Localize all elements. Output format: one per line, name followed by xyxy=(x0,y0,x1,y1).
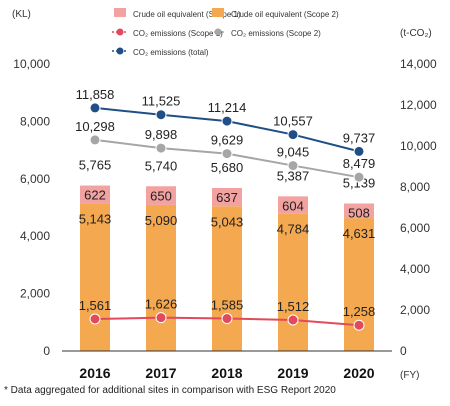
point-co-emissions-scope-2 xyxy=(353,171,365,183)
bar-label-total: 5,740 xyxy=(145,158,178,173)
point-co-emissions-scope-2 xyxy=(89,134,101,146)
legend-swatch-crude-oil-equivalent-scope-1 xyxy=(114,8,126,17)
point-label-co-emissions-scope-1: 1,626 xyxy=(145,297,178,312)
point-co-emissions-scope-1 xyxy=(155,312,167,324)
left-axis-unit: (KL) xyxy=(12,9,31,20)
left-tick-label: 8,000 xyxy=(20,114,50,128)
point-label-co-emissions-scope-2: 9,045 xyxy=(277,145,310,160)
legend-marker-co-emissions-scope-1 xyxy=(116,28,124,36)
legend-label-crude-oil-equivalent-scope-2: Crude oil equivalent (Scope 2) xyxy=(231,10,339,19)
point-label-co-emissions-scope-1: 1,258 xyxy=(343,304,376,319)
point-co-emissions-scope-1 xyxy=(221,313,233,325)
left-tick-label: 2,000 xyxy=(20,287,50,301)
x-category-label: 2019 xyxy=(277,365,308,381)
bar-label-scope1: 604 xyxy=(282,198,304,213)
x-category-label: 2016 xyxy=(79,365,110,381)
left-tick-label: 4,000 xyxy=(20,229,50,243)
right-tick-label: 14,000 xyxy=(400,57,437,71)
right-tick-label: 10,000 xyxy=(400,139,437,153)
bar-label-scope2: 4,784 xyxy=(277,222,310,237)
bar-scope1-2019 xyxy=(278,196,308,214)
bar-label-scope1: 508 xyxy=(348,206,370,221)
bar-scope1-2017 xyxy=(146,186,176,205)
point-co-emissions-scope-2 xyxy=(287,160,299,172)
point-co-emissions-scope-1 xyxy=(353,319,365,331)
point-label-co-emissions-scope-1: 1,561 xyxy=(79,298,112,313)
point-label-co-emissions-scope-1: 1,512 xyxy=(277,299,310,314)
right-tick-label: 2,000 xyxy=(400,303,430,317)
x-category-label: 2018 xyxy=(211,365,242,381)
legend-label-co-emissions-scope-1: CO₂ emissions (Scope 1) xyxy=(133,29,223,38)
point-co-emissions-scope-1 xyxy=(287,314,299,326)
x-axis-unit: (FY) xyxy=(400,370,419,381)
bar-scope2-2016 xyxy=(80,203,110,351)
point-label-co-emissions-total: 11,525 xyxy=(142,94,181,109)
right-tick-label: 6,000 xyxy=(400,221,430,235)
right-tick-label: 4,000 xyxy=(400,262,430,276)
bar-label-scope1: 637 xyxy=(216,190,238,205)
right-tick-label: 0 xyxy=(400,344,407,358)
point-label-co-emissions-scope-2: 9,898 xyxy=(145,127,178,142)
point-label-co-emissions-scope-2: 9,629 xyxy=(211,133,244,148)
point-label-co-emissions-total: 11,214 xyxy=(208,100,247,115)
left-tick-label: 6,000 xyxy=(20,172,50,186)
point-co-emissions-total xyxy=(155,109,167,121)
bar-scope1-2020 xyxy=(344,203,374,219)
bar-scope2-2019 xyxy=(278,213,308,351)
bar-label-scope1: 650 xyxy=(150,188,172,203)
point-co-emissions-total xyxy=(353,145,365,157)
x-category-label: 2017 xyxy=(145,365,176,381)
bar-label-total: 5,765 xyxy=(79,158,112,173)
point-co-emissions-scope-1 xyxy=(89,313,101,325)
bar-label-scope2: 4,631 xyxy=(343,226,376,241)
bar-label-scope2: 5,143 xyxy=(79,211,112,226)
point-co-emissions-total xyxy=(287,129,299,141)
point-label-co-emissions-scope-2: 8,479 xyxy=(343,156,376,171)
bar-scope2-2018 xyxy=(212,206,242,351)
point-co-emissions-scope-2 xyxy=(155,142,167,154)
right-tick-label: 8,000 xyxy=(400,180,430,194)
bar-label-total: 5,387 xyxy=(277,168,310,183)
left-tick-label: 0 xyxy=(43,344,50,358)
point-co-emissions-scope-2 xyxy=(221,148,233,160)
bar-label-scope2: 5,043 xyxy=(211,214,244,229)
point-label-co-emissions-scope-2: 10,298 xyxy=(75,119,115,134)
right-axis-unit: (t-CO₂) xyxy=(400,28,432,39)
legend-label-crude-oil-equivalent-scope-1: Crude oil equivalent (Scope 1) xyxy=(133,10,241,19)
bar-label-scope2: 5,090 xyxy=(145,213,178,228)
point-label-co-emissions-total: 11,858 xyxy=(76,87,115,102)
bar-label-total: 5,680 xyxy=(211,160,244,175)
legend-swatch-crude-oil-equivalent-scope-2 xyxy=(212,8,224,17)
point-label-co-emissions-total: 9,737 xyxy=(343,130,376,145)
legend-marker-co-emissions-scope-2 xyxy=(214,28,222,36)
left-tick-label: 10,000 xyxy=(13,57,50,71)
point-co-emissions-total xyxy=(221,115,233,127)
bar-scope1-2016 xyxy=(80,185,110,204)
right-tick-label: 12,000 xyxy=(400,98,437,112)
point-co-emissions-total xyxy=(89,102,101,114)
legend-label-co-emissions-scope-2: CO₂ emissions (Scope 2) xyxy=(231,29,321,38)
bar-label-scope1: 622 xyxy=(84,188,106,203)
legend-marker-co-emissions-total xyxy=(116,47,124,55)
point-label-co-emissions-scope-1: 1,585 xyxy=(211,298,244,313)
footnote: * Data aggregated for additional sites i… xyxy=(4,385,336,396)
legend-label-co-emissions-total: CO₂ emissions (total) xyxy=(133,48,209,57)
bar-label-total: 5,139 xyxy=(343,176,376,191)
point-label-co-emissions-total: 10,557 xyxy=(273,114,313,129)
bar-scope2-2017 xyxy=(146,204,176,351)
bar-scope1-2018 xyxy=(212,187,242,207)
x-category-label: 2020 xyxy=(343,365,374,381)
